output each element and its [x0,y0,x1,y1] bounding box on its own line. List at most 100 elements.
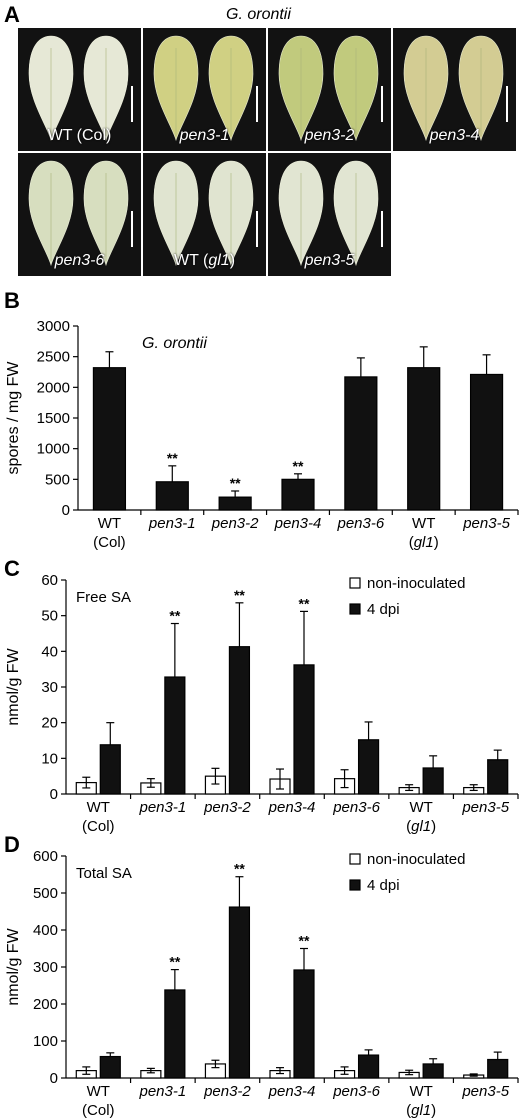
leaf-photo: pen3-6 [18,153,141,276]
significance-label: ** [299,595,310,611]
scale-bar [256,211,258,247]
leaf-photo: pen3-5 [268,153,391,276]
y-axis-label: nmol/g FW [5,927,22,1005]
leaf-photo: pen3-1 [143,28,266,151]
bar [469,373,504,511]
y-axis-label: nmol/g FW [5,647,22,725]
bar [92,367,127,511]
chart-annotation: Free SA [76,589,131,606]
y-tick-label: 0 [50,786,58,803]
chart-annotation: Total SA [76,865,132,882]
y-tick-label: 20 [41,715,58,732]
x-tick-label: pen3-4 [268,1083,316,1100]
bar [422,767,444,795]
leaf-photo-label: pen3-2 [304,127,355,144]
leaf-photo-label: pen3-5 [304,252,355,269]
x-tick-label: pen3-5 [461,1083,509,1100]
scale-bar [256,86,258,122]
significance-label: ** [169,954,180,970]
leaf-photo-label: WT (gl1) [173,252,236,269]
x-tick-label: WT [409,1083,432,1100]
bar [228,906,251,1079]
y-tick-label: 0 [62,502,70,519]
leaf-photo: WT (gl1) [143,153,266,276]
leaf-photo-label: WT (Col) [47,127,112,144]
leaf-pair-image [153,35,254,142]
bar [281,478,315,511]
significance-label: ** [234,587,245,603]
total-sa-chart: nmol/g FW 0 100 200 300 400 500 600 WT (Col) ** pen… [5,848,519,1119]
panel-b-letter: B [4,288,20,313]
significance-label: ** [299,933,310,949]
bar [293,969,315,1079]
chart-title: G. orontii [142,335,207,352]
leaf-pair-image [28,160,129,267]
x-tick-label: pen3-2 [211,515,259,532]
x-tick-label: pen3-6 [332,1083,380,1100]
leaf-pair-image [278,35,379,142]
y-tick-label: 10 [41,750,58,767]
x-tick-label: pen3-2 [203,1083,251,1100]
legend-swatch [349,853,361,865]
x-tick-label: (gl1) [406,1102,436,1119]
bar [357,739,380,795]
bar [155,481,189,511]
y-tick-label: 2500 [37,349,70,366]
bar [164,989,186,1079]
y-tick-label: 400 [33,922,58,939]
scale-bar [131,211,133,247]
x-tick-label: (Col) [82,818,115,835]
x-tick-label: pen3-1 [148,515,196,532]
significance-label: ** [167,450,178,466]
x-tick-label: pen3-6 [336,515,384,532]
x-tick-label: pen3-4 [268,799,316,816]
legend-label: non-inoculated [367,851,465,868]
bar [487,1058,509,1079]
legend-swatch [349,577,361,589]
x-tick-label: WT [87,799,110,816]
bar [99,1055,121,1079]
leaf-photo: pen3-2 [268,28,391,151]
y-tick-label: 0 [50,1070,58,1087]
x-tick-label: pen3-4 [274,515,322,532]
bar [218,496,252,511]
x-tick-label: WT [87,1083,110,1100]
scale-bar [506,86,508,122]
x-tick-label: pen3-1 [138,799,186,816]
significance-label: ** [169,608,180,624]
x-tick-label: WT [412,515,435,532]
x-tick-label: pen3-5 [462,515,510,532]
spore-count-chart: spores / mg FW 0 500 1000 1500 2000 2500 3000 WT… [5,318,519,551]
x-tick-label: pen3-6 [332,799,380,816]
leaf-photo-label: pen3-6 [54,252,105,269]
scale-bar [381,211,383,247]
bar [293,664,315,795]
x-tick-label: (Col) [93,534,126,551]
x-tick-label: (Col) [82,1102,115,1119]
leaf-pair-image [153,160,254,267]
bar [422,1063,444,1079]
bar [228,646,251,795]
y-tick-label: 200 [33,996,58,1013]
x-tick-label: (gl1) [406,818,436,835]
significance-label: ** [234,861,245,877]
y-tick-label: 500 [45,471,70,488]
bar [407,367,441,511]
free-sa-chart: nmol/g FW 0 10 20 30 40 50 60 WT (Col) ** pen3-1 ** p… [5,572,519,835]
y-tick-label: 3000 [37,318,70,335]
y-tick-label: 2000 [37,379,70,396]
y-tick-label: 1500 [37,410,70,427]
y-tick-label: 600 [33,848,58,865]
bar [487,759,509,795]
panel-a-letter: A [4,2,20,27]
bar [164,676,186,795]
bar [344,376,378,511]
scale-bar [381,86,383,122]
panel-d-letter: D [4,832,20,857]
leaf-pair-image [278,160,379,267]
y-tick-label: 40 [41,643,58,660]
x-tick-label: WT [409,799,432,816]
leaf-photo-label: pen3-1 [179,127,230,144]
x-tick-label: pen3-1 [138,1083,186,1100]
leaf-pair-image [403,35,504,142]
